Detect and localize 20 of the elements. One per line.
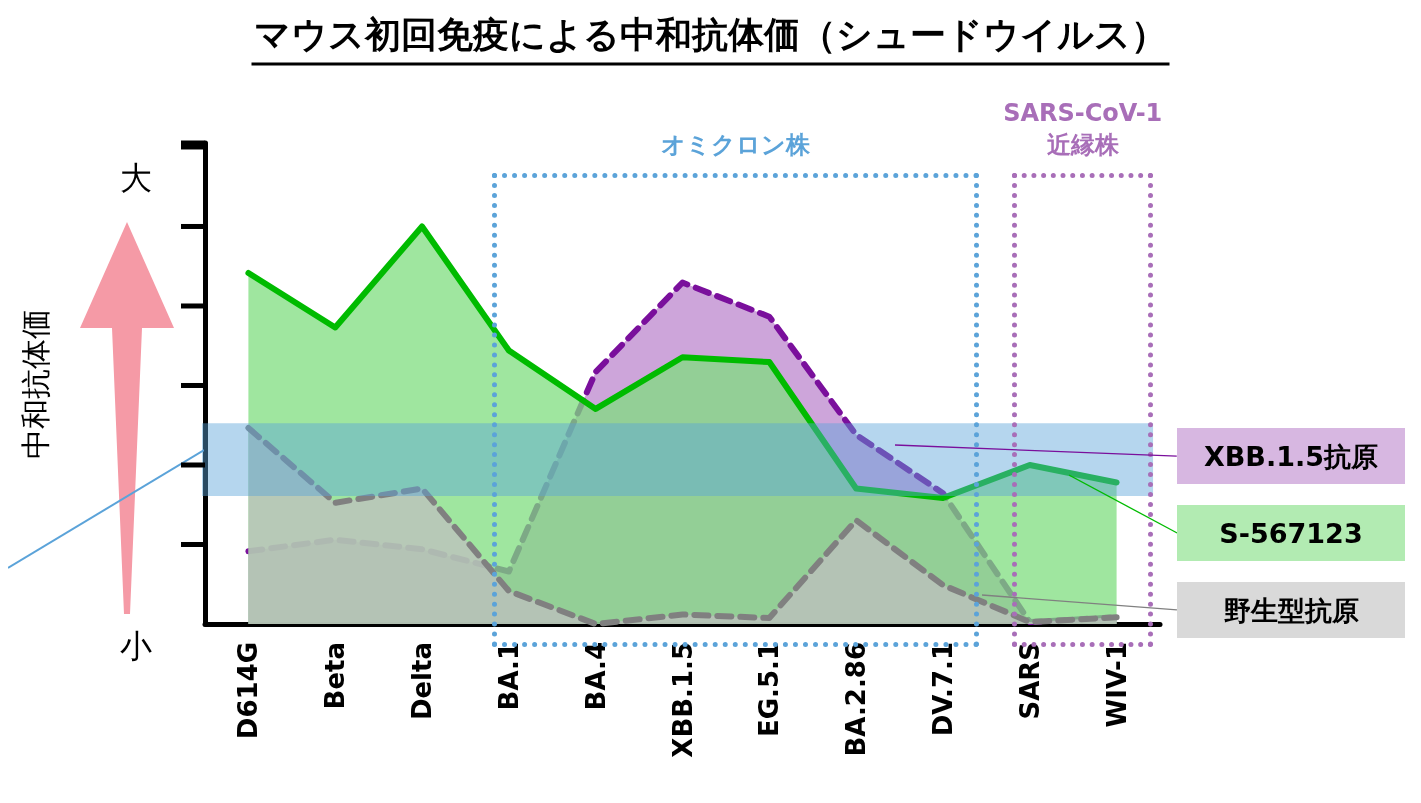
x-tick-label: Delta [407,642,438,721]
text: オミクロン株 [660,131,811,159]
y-axis-title: 中和抗体価 [17,308,53,459]
x-tick-label: Beta [320,642,351,710]
text: SARS-CoV-1 近縁株 [1003,99,1163,159]
x-tick-label: BA.1 [493,642,524,711]
text: 小 [120,627,152,665]
text: S-567123 [1219,517,1363,549]
x-tick-label: D614G [233,642,264,740]
x-tick-label: BA.2.86 [841,642,872,757]
text: 大 [120,159,152,198]
x-tick-label: WIV-1 [1101,642,1132,728]
chart-title: マウス初回免疫による中和抗体価（シュードウイルス） [254,13,1167,55]
text: XBB.1.5抗原 [1203,440,1379,472]
x-tick-label: BA.4 [580,642,611,711]
x-tick-label: EG.5.1 [754,642,785,738]
x-tick-label: XBB.1.5 [667,642,698,758]
x-tick-label: DV.7.1 [927,642,958,737]
text: 野生型抗原 [1223,594,1359,626]
x-tick-label: SARS [1014,642,1045,720]
